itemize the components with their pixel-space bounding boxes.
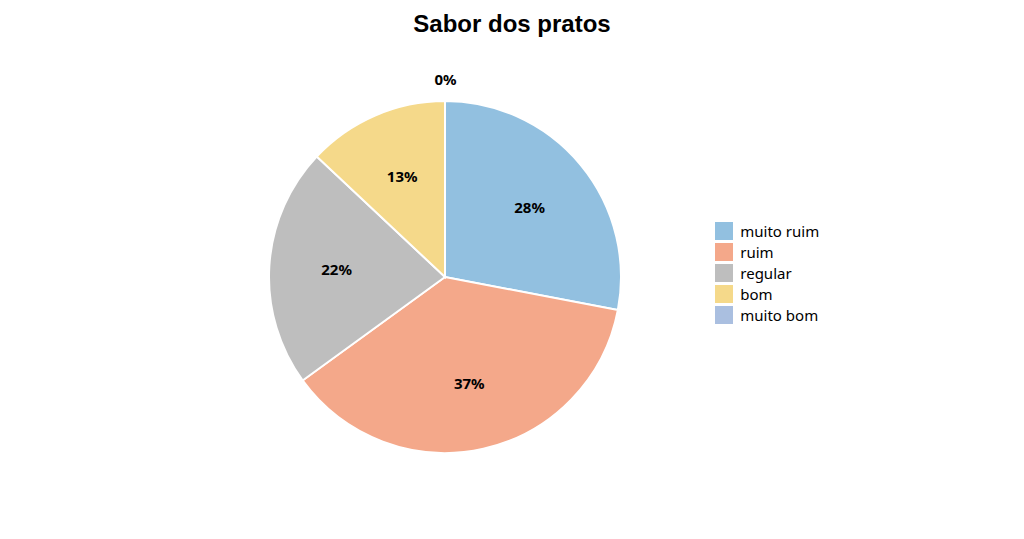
svg-text:22%: 22% [321,259,352,279]
html-text:ruim: ruim [740,241,774,262]
html-text:bom: bom [740,283,773,304]
html-text:regular: regular [740,262,792,283]
svg-text:13%: 13% [387,166,418,186]
svg-text:0%: 0% [434,69,457,89]
html-text:Sabor dos pratos: Sabor dos pratos [413,10,611,37]
svg-text:28%: 28% [514,197,545,217]
html-text:muito bom: muito bom [740,304,819,325]
svg-text:37%: 37% [454,373,485,393]
html-text:muito ruim: muito ruim [740,220,820,241]
